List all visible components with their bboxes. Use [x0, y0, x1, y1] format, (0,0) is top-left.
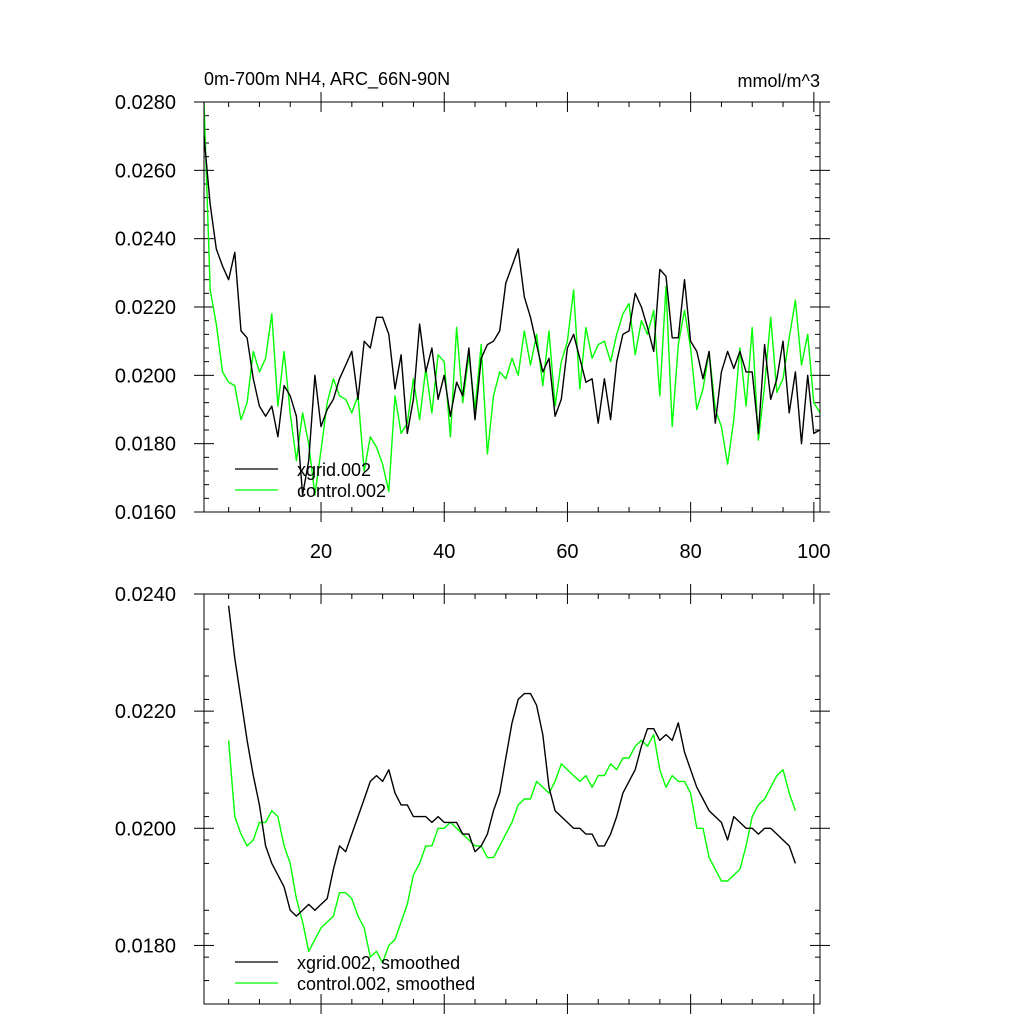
- y-tick-label: 0.0220: [115, 297, 176, 319]
- series-line-control-002: [204, 102, 820, 496]
- y-tick-label: 0.0220: [115, 701, 176, 723]
- legend-label-control-smoothed: control.002, smoothed: [297, 974, 475, 994]
- bottom-plot-frame: [203, 593, 821, 1005]
- top-plot-axes: 20 40 60 80 100 0.0160 0.0180 0.0200 0.0220 0.024…: [115, 92, 831, 563]
- top-plot-legend: xgrid.002 control.002: [235, 460, 386, 501]
- y-tick-label: 0.0200: [115, 818, 176, 840]
- y-tick-label: 0.0180: [115, 935, 176, 957]
- top-plot-panel: 0m-700m NH4, ARC_66N-90N mmol/m^3 20 40 60…: [115, 69, 831, 563]
- x-tick-label: 80: [680, 541, 702, 563]
- x-tick-label: 60: [556, 541, 578, 563]
- top-plot-frame: [203, 101, 821, 513]
- bottom-plot-panel: 0.0180 0.0200 0.0220 0.0240 xgrid.002, smoo…: [115, 584, 830, 1014]
- y-tick-label: 0.0240: [115, 584, 176, 606]
- x-tick-label: 40: [433, 541, 455, 563]
- bottom-plot-axes: 0.0180 0.0200 0.0220 0.0240: [115, 584, 830, 1014]
- y-tick-label: 0.0200: [115, 365, 176, 387]
- legend-label-control: control.002: [297, 481, 386, 501]
- top-plot-units: mmol/m^3: [738, 71, 820, 91]
- x-tick-label: 20: [310, 541, 332, 563]
- bottom-plot-legend: xgrid.002, smoothed control.002, smoothe…: [235, 953, 475, 994]
- series-line-control-002-smoothed: [227, 733, 797, 964]
- y-tick-label: 0.0260: [115, 160, 176, 182]
- top-plot-series: [204, 102, 820, 496]
- top-plot-title: 0m-700m NH4, ARC_66N-90N: [204, 69, 450, 90]
- y-tick-label: 0.0160: [115, 502, 176, 524]
- y-tick-label: 0.0280: [115, 92, 176, 114]
- x-tick-label: 100: [797, 541, 830, 563]
- bottom-plot-series: [227, 605, 797, 964]
- series-line-xgrid-002-smoothed: [227, 605, 797, 917]
- y-tick-label: 0.0180: [115, 434, 176, 456]
- legend-label-xgrid-smoothed: xgrid.002, smoothed: [297, 953, 460, 973]
- series-line-xgrid-002: [204, 136, 820, 496]
- legend-label-xgrid: xgrid.002: [297, 460, 371, 480]
- y-tick-label: 0.0240: [115, 229, 176, 251]
